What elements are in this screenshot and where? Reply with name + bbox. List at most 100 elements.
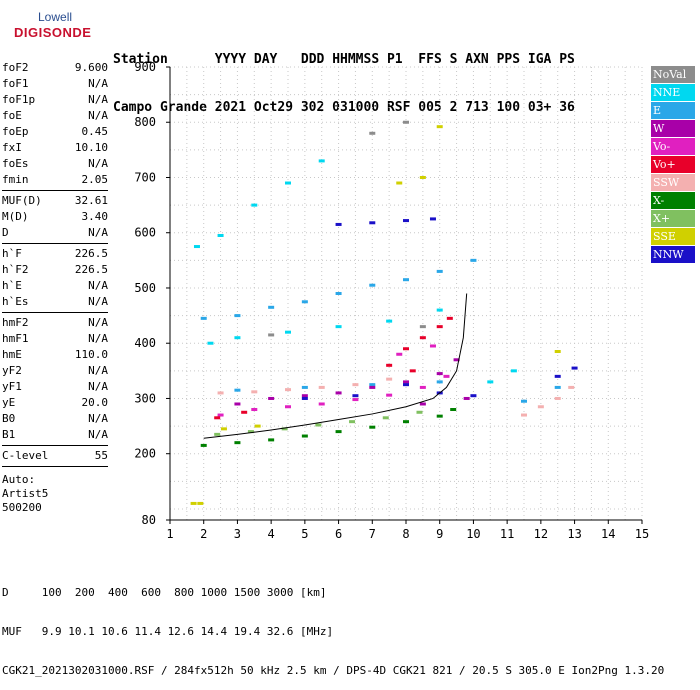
- data-point-x-: [281, 427, 288, 431]
- header-value-p1: RSF: [386, 100, 411, 115]
- data-point-x-: [403, 420, 409, 424]
- header-label-yyyy: YYYY: [214, 52, 247, 67]
- param-value: 55: [94, 449, 108, 462]
- data-point-nne: [436, 308, 443, 312]
- footer: D 100 200 400 600 800 1000 1500 3000 [km…: [2, 560, 664, 690]
- data-point-ssw: [568, 385, 575, 389]
- param-value: N/A: [88, 279, 108, 292]
- autoscaling-info: Auto: Artist5 500200: [2, 473, 108, 515]
- data-point-e: [369, 283, 376, 287]
- x-tick-label: 7: [369, 527, 376, 541]
- data-point-e: [436, 380, 443, 384]
- data-point-vo-: [386, 363, 393, 367]
- param-value: 226.5: [74, 263, 108, 276]
- header-value-day: Oct29: [253, 100, 294, 115]
- data-point-vo-: [443, 374, 450, 378]
- param-value: N/A: [88, 109, 108, 122]
- param-key: yF2: [2, 364, 22, 377]
- param-B1: B1 N/A: [2, 427, 108, 443]
- param-B0: B0 N/A: [2, 411, 108, 427]
- data-point-e: [436, 269, 443, 273]
- data-point-e: [403, 278, 409, 282]
- data-point-vo-: [241, 410, 248, 414]
- data-point-nnw: [403, 383, 409, 387]
- x-tick-label: 1: [166, 527, 173, 541]
- data-point-x-: [369, 425, 376, 429]
- data-point-ssw: [521, 413, 527, 417]
- legend-item-x-minus: X-: [651, 192, 695, 209]
- legend-item-nne: NNE: [651, 84, 695, 101]
- header-value-axn: 713: [465, 100, 489, 115]
- param-value: N/A: [88, 226, 108, 239]
- data-point-w: [419, 402, 426, 406]
- param-key: foEs: [2, 157, 29, 170]
- data-point-vo-: [396, 352, 403, 356]
- data-point-noval: [268, 333, 275, 337]
- data-point-vo-: [386, 393, 393, 397]
- data-point-w: [403, 380, 409, 384]
- data-point-w: [436, 372, 443, 376]
- param-mufd: MUF(D) 32.61: [2, 193, 108, 209]
- param-key: yE: [2, 396, 16, 409]
- logo-brand: Lowell: [38, 10, 73, 24]
- data-point-vo-: [446, 316, 453, 320]
- param-key: hmE: [2, 348, 22, 361]
- param-value: N/A: [88, 157, 108, 170]
- data-point-vo-: [419, 385, 426, 389]
- header-label-axn: AXN: [465, 52, 489, 67]
- data-point-sse: [254, 424, 261, 428]
- data-point-sse: [220, 427, 227, 431]
- data-point-e: [301, 385, 308, 389]
- legend-item-vo-minus: Vo-: [651, 138, 695, 155]
- auto-version: 500200: [2, 501, 42, 514]
- data-point-e: [301, 300, 308, 304]
- footer-muf-row: MUF 9.9 10.1 10.6 11.4 12.6 14.4 19.4 32…: [2, 625, 334, 638]
- data-point-ssw: [285, 388, 291, 392]
- data-point-e: [234, 314, 241, 318]
- param-key: fmin: [2, 173, 29, 186]
- data-point-ssw: [386, 377, 393, 381]
- divider: [2, 243, 108, 244]
- data-point-nne: [207, 341, 214, 345]
- param-value: 3.40: [81, 210, 109, 223]
- data-point-e: [268, 305, 275, 309]
- param-value: N/A: [88, 412, 108, 425]
- param-hmF1: hmF1 N/A: [2, 331, 108, 347]
- data-point-vo-: [251, 408, 258, 412]
- data-point-vo-: [436, 325, 443, 329]
- param-key: h`F: [2, 247, 22, 260]
- param-value: N/A: [88, 380, 108, 393]
- header-label-station: Station: [113, 52, 168, 67]
- data-point-x-: [234, 441, 241, 445]
- data-point-w: [369, 385, 376, 389]
- param-value: N/A: [88, 316, 108, 329]
- data-point-nne: [318, 159, 325, 163]
- data-point-ssw: [318, 385, 325, 389]
- data-point-ssw: [251, 390, 258, 394]
- param-hmE: hmE 110.0: [2, 347, 108, 363]
- param-value: N/A: [88, 428, 108, 441]
- y-tick-label: 900: [134, 60, 156, 74]
- data-point-w: [301, 394, 308, 398]
- data-point-e: [554, 385, 561, 389]
- param-value: N/A: [88, 364, 108, 377]
- legend-item-x-plus: X+: [651, 210, 695, 227]
- param-hmF2: hmF2 N/A: [2, 315, 108, 331]
- header-value-s: 2: [449, 100, 458, 115]
- data-point-nne: [217, 233, 224, 237]
- data-point-x-: [349, 420, 356, 424]
- data-point-ssw: [537, 405, 544, 409]
- legend-item-ssw: SSW: [651, 174, 695, 191]
- data-point-w: [453, 358, 460, 362]
- data-point-x-: [200, 443, 207, 447]
- data-point-nne: [335, 325, 342, 329]
- x-tick-label: 13: [567, 527, 581, 541]
- data-point-noval: [369, 131, 376, 135]
- param-md: M(D) 3.40: [2, 209, 108, 225]
- data-point-nnw: [301, 396, 308, 400]
- data-point-e: [369, 383, 376, 387]
- param-value: 20.0: [81, 396, 109, 409]
- data-point-w: [335, 391, 342, 395]
- param-key: yF1: [2, 380, 22, 393]
- param-key: B1: [2, 428, 16, 441]
